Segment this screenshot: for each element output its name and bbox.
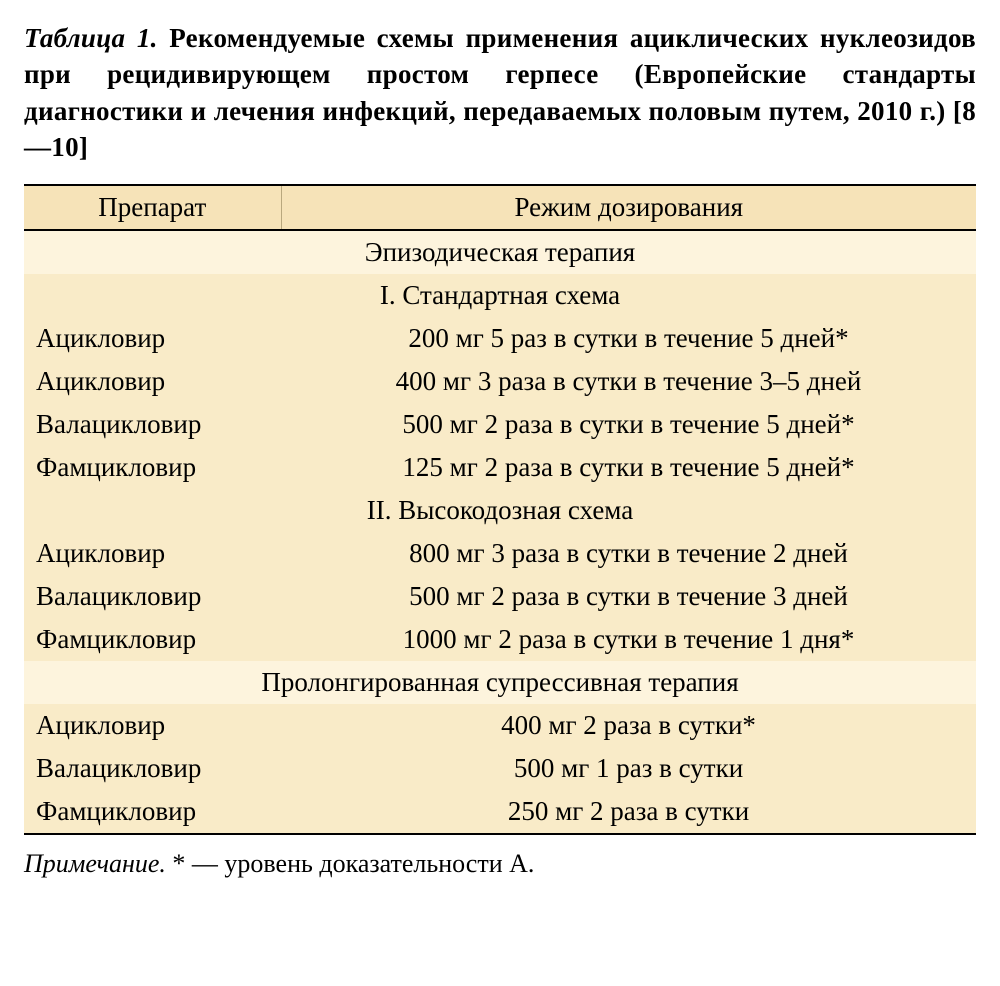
- table-row: Ацикловир 400 мг 3 раза в сутки в течени…: [24, 360, 976, 403]
- cell-drug: Валацикловир: [24, 403, 281, 446]
- subsection-standard-title: I. Стандартная схема: [24, 274, 976, 317]
- table-row: Фамцикловир 250 мг 2 раза в сутки: [24, 790, 976, 834]
- cell-drug: Ацикловир: [24, 532, 281, 575]
- section-episodic-title: Эпизодическая терапия: [24, 230, 976, 274]
- table-footnote: Примечание. * — уровень доказательности …: [24, 849, 976, 879]
- table-row: Фамцикловир 1000 мг 2 раза в сутки в теч…: [24, 618, 976, 661]
- table-row: Ацикловир 200 мг 5 раз в сутки в течение…: [24, 317, 976, 360]
- cell-drug: Фамцикловир: [24, 618, 281, 661]
- footnote-label: Примечание.: [24, 849, 166, 878]
- cell-drug: Ацикловир: [24, 317, 281, 360]
- cell-dose: 250 мг 2 раза в сутки: [281, 790, 976, 834]
- dosage-table: Препарат Режим дозирования Эпизодическая…: [24, 184, 976, 835]
- footnote-text: * — уровень доказательности А.: [172, 849, 534, 878]
- table-row: Ацикловир 800 мг 3 раза в сутки в течени…: [24, 532, 976, 575]
- cell-drug: Ацикловир: [24, 704, 281, 747]
- cell-drug: Валацикловир: [24, 575, 281, 618]
- cell-dose: 500 мг 2 раза в сутки в течение 5 дней*: [281, 403, 976, 446]
- cell-dose: 400 мг 3 раза в сутки в течение 3–5 дней: [281, 360, 976, 403]
- cell-dose: 200 мг 5 раз в сутки в течение 5 дней*: [281, 317, 976, 360]
- table-row: Фамцикловир 125 мг 2 раза в сутки в тече…: [24, 446, 976, 489]
- table-row: Валацикловир 500 мг 2 раза в сутки в теч…: [24, 403, 976, 446]
- table-row: Валацикловир 500 мг 2 раза в сутки в теч…: [24, 575, 976, 618]
- caption-text: Рекомендуемые схемы применения ацикличес…: [24, 23, 976, 162]
- table-row: Ацикловир 400 мг 2 раза в сутки*: [24, 704, 976, 747]
- table-number: Таблица 1.: [24, 23, 158, 53]
- cell-drug: Фамцикловир: [24, 446, 281, 489]
- table-caption: Таблица 1. Рекомендуемые схемы применени…: [24, 20, 976, 166]
- subsection-standard: I. Стандартная схема: [24, 274, 976, 317]
- cell-dose: 1000 мг 2 раза в сутки в течение 1 дня*: [281, 618, 976, 661]
- subsection-highdose: II. Высокодозная схема: [24, 489, 976, 532]
- cell-dose: 125 мг 2 раза в сутки в течение 5 дней*: [281, 446, 976, 489]
- cell-dose: 400 мг 2 раза в сутки*: [281, 704, 976, 747]
- section-suppressive: Пролонгированная супрессивная терапия: [24, 661, 976, 704]
- table-header-row: Препарат Режим дозирования: [24, 185, 976, 230]
- cell-drug: Ацикловир: [24, 360, 281, 403]
- section-episodic: Эпизодическая терапия: [24, 230, 976, 274]
- cell-dose: 500 мг 2 раза в сутки в течение 3 дней: [281, 575, 976, 618]
- cell-drug: Валацикловир: [24, 747, 281, 790]
- table-row: Валацикловир 500 мг 1 раз в сутки: [24, 747, 976, 790]
- subsection-highdose-title: II. Высокодозная схема: [24, 489, 976, 532]
- cell-drug: Фамцикловир: [24, 790, 281, 834]
- col-header-dose: Режим дозирования: [281, 185, 976, 230]
- col-header-drug: Препарат: [24, 185, 281, 230]
- cell-dose: 500 мг 1 раз в сутки: [281, 747, 976, 790]
- cell-dose: 800 мг 3 раза в сутки в течение 2 дней: [281, 532, 976, 575]
- section-suppressive-title: Пролонгированная супрессивная терапия: [24, 661, 976, 704]
